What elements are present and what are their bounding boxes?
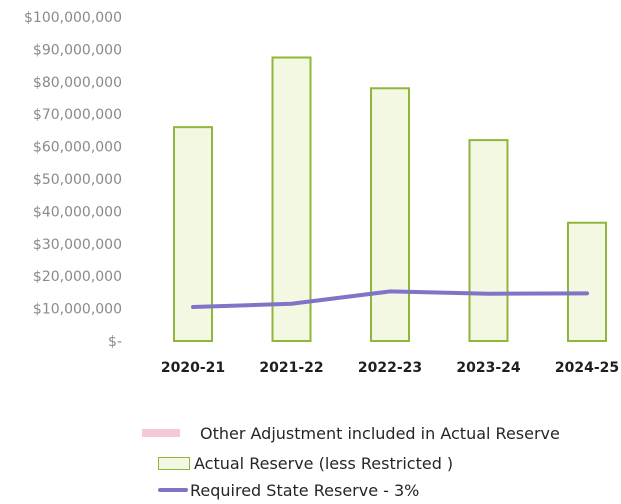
bar-2021-22 bbox=[271, 56, 312, 342]
required-reserve-line bbox=[191, 289, 589, 309]
y-tick-label: $60,000,000 bbox=[33, 140, 122, 156]
line-series bbox=[191, 289, 589, 309]
y-tick-label: $90,000,000 bbox=[33, 42, 122, 58]
bar-2024-25 bbox=[567, 221, 607, 343]
y-tick-label: $100,000,000 bbox=[24, 10, 122, 26]
y-tick-label: $70,000,000 bbox=[33, 107, 122, 123]
y-axis: $- $10,000,000 $20,000,000 $30,000,000 $40,0… bbox=[24, 10, 122, 350]
y-tick-label: $- bbox=[108, 334, 122, 350]
x-tick-label: 2021-22 bbox=[259, 360, 323, 376]
x-tick-label: 2020-21 bbox=[161, 360, 225, 376]
bar-2023-24 bbox=[468, 139, 509, 342]
y-tick-label: $50,000,000 bbox=[33, 172, 122, 188]
x-tick-label: 2024-25 bbox=[555, 360, 619, 376]
x-tick-label: 2023-24 bbox=[456, 360, 521, 376]
x-tick-label: 2022-23 bbox=[358, 360, 422, 376]
bar-series bbox=[173, 56, 607, 343]
y-tick-label: $30,000,000 bbox=[33, 237, 122, 253]
y-tick-label: $80,000,000 bbox=[33, 75, 122, 91]
y-tick-label: $20,000,000 bbox=[33, 269, 122, 285]
y-tick-label: $10,000,000 bbox=[33, 302, 122, 318]
bar-2022-23 bbox=[370, 87, 410, 342]
y-tick-label: $40,000,000 bbox=[33, 204, 122, 220]
x-axis: 2020-21 2021-22 2022-23 2023-24 2024-25 bbox=[161, 360, 619, 376]
